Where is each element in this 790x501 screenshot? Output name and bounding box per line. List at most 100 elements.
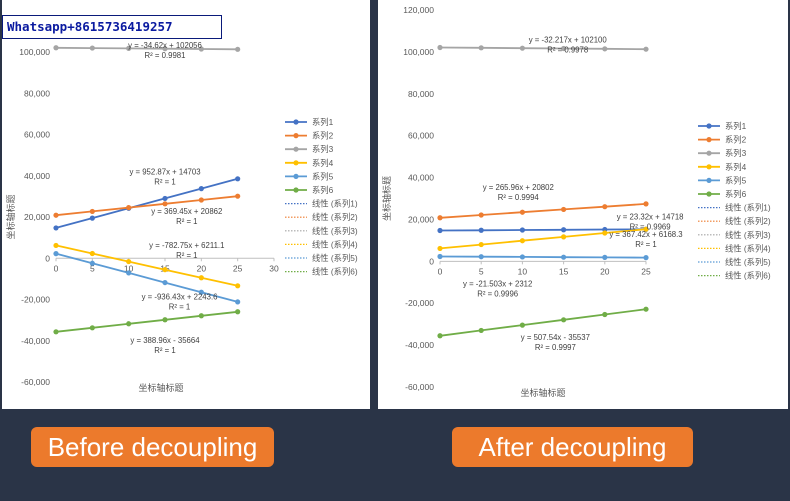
data-point	[519, 227, 525, 233]
data-point	[561, 254, 567, 260]
trendline-r2: R² = 1	[635, 240, 656, 249]
data-point	[602, 204, 608, 210]
data-point	[53, 251, 59, 257]
data-point	[235, 299, 241, 305]
trendline-r2: R² = 0.9969	[630, 222, 671, 231]
trendline-equation: y = 369.45x + 20862	[151, 207, 222, 216]
data-point	[602, 311, 608, 318]
legend-marker	[293, 187, 299, 193]
x-tick-label: 25	[233, 263, 243, 273]
legend-label: 系列6	[725, 189, 747, 199]
data-point	[478, 45, 484, 51]
data-point	[478, 241, 484, 248]
y-tick-label: -40,000	[21, 336, 50, 346]
series-line-2	[439, 203, 647, 219]
x-tick-label: 0	[54, 263, 59, 273]
data-point	[89, 325, 95, 331]
data-point	[53, 242, 59, 249]
data-point	[561, 206, 567, 213]
data-point	[643, 255, 649, 261]
legend-trend-label: 线性 (系列2)	[312, 212, 358, 222]
data-point	[162, 279, 168, 286]
data-point	[162, 267, 168, 273]
data-point	[519, 238, 525, 244]
y-tick-label: 100,000	[403, 47, 434, 57]
data-point	[126, 270, 132, 276]
legend-trend-label: 线性 (系列6)	[725, 271, 771, 281]
y-tick-label: 20,000	[24, 212, 50, 222]
caption-before: Before decoupling	[31, 427, 274, 467]
data-point	[198, 197, 204, 203]
data-point	[519, 45, 525, 51]
series-line-1	[439, 228, 647, 232]
legend-label: 系列3	[312, 144, 334, 154]
data-point	[478, 227, 484, 233]
data-point	[519, 254, 525, 260]
data-point	[198, 289, 204, 295]
legend-marker	[706, 123, 712, 129]
data-point	[437, 245, 443, 252]
series-line-5	[55, 252, 238, 303]
legend-label: 系列1	[312, 117, 334, 127]
legend-marker	[293, 160, 299, 166]
y-tick-label: 40,000	[408, 173, 434, 183]
legend-label: 系列4	[725, 162, 747, 172]
legend-label: 系列2	[312, 131, 334, 141]
trendline-r2: R² = 1	[154, 178, 175, 187]
legend-label: 系列5	[312, 171, 334, 181]
x-tick-label: 10	[518, 266, 528, 276]
legend-trend-label: 线性 (系列3)	[312, 226, 358, 236]
legend-trend-label: 线性 (系列5)	[312, 253, 358, 263]
legend-label: 系列2	[725, 135, 747, 145]
legend-marker	[706, 177, 712, 183]
data-point	[437, 227, 443, 234]
data-point	[198, 186, 204, 192]
data-point	[126, 321, 132, 327]
trendline-r2: R² = 0.9997	[535, 343, 576, 352]
y-tick-label: -20,000	[21, 295, 50, 305]
x-tick-label: 25	[641, 266, 651, 276]
data-point	[235, 283, 241, 289]
data-point	[126, 258, 132, 265]
x-tick-label: 10	[124, 263, 134, 273]
data-point	[643, 306, 649, 312]
trendline-r2: R² = 0.9996	[477, 289, 518, 298]
data-point	[561, 45, 567, 52]
series-line-2	[55, 195, 238, 217]
legend-trend-label: 线性 (系列2)	[725, 216, 771, 226]
y-tick-label: -40,000	[405, 340, 434, 350]
trendline-r2: R² = 0.9994	[498, 193, 540, 202]
data-point	[519, 322, 525, 328]
watermark: Whatsapp+8615736419257	[2, 15, 222, 39]
data-point	[53, 212, 59, 218]
data-point	[437, 44, 443, 51]
trendline-r2: R² = 0.9978	[547, 45, 588, 54]
trendline-equation: y = 23.32x + 14718	[617, 212, 684, 221]
data-point	[602, 254, 608, 260]
trendline-equation: y = -936.43x + 2243.6	[142, 293, 218, 302]
data-point	[198, 46, 204, 52]
legend-trend-label: 线性 (系列4)	[312, 239, 358, 249]
chart-after-panel: -60,000 -40,000 -20,000 0 20,000 40,000 60,000…	[378, 0, 788, 409]
y-tick-label: 20,000	[408, 214, 434, 224]
y-tick-label: 0	[429, 256, 434, 266]
legend-trend-label: 线性 (系列3)	[725, 230, 771, 240]
x-axis-title: 坐标轴标题	[520, 387, 565, 398]
series-line-4	[439, 228, 647, 250]
trendline-r2: R² = 1	[169, 303, 190, 312]
legend-trend-label: 线性 (系列4)	[725, 243, 771, 253]
x-axis-title: 坐标轴标题	[138, 382, 183, 393]
data-point	[53, 225, 59, 231]
y-tick-label: 0	[45, 253, 50, 263]
legend-label: 系列6	[312, 185, 334, 195]
data-point	[602, 46, 608, 52]
data-point	[89, 45, 95, 51]
legend-marker	[706, 137, 712, 143]
legend-label: 系列3	[725, 148, 747, 158]
y-tick-label: -60,000	[405, 382, 434, 392]
data-point	[198, 275, 204, 281]
x-tick-label: 0	[438, 266, 443, 276]
data-point	[643, 201, 649, 207]
data-point	[478, 212, 484, 218]
data-point	[437, 215, 443, 221]
